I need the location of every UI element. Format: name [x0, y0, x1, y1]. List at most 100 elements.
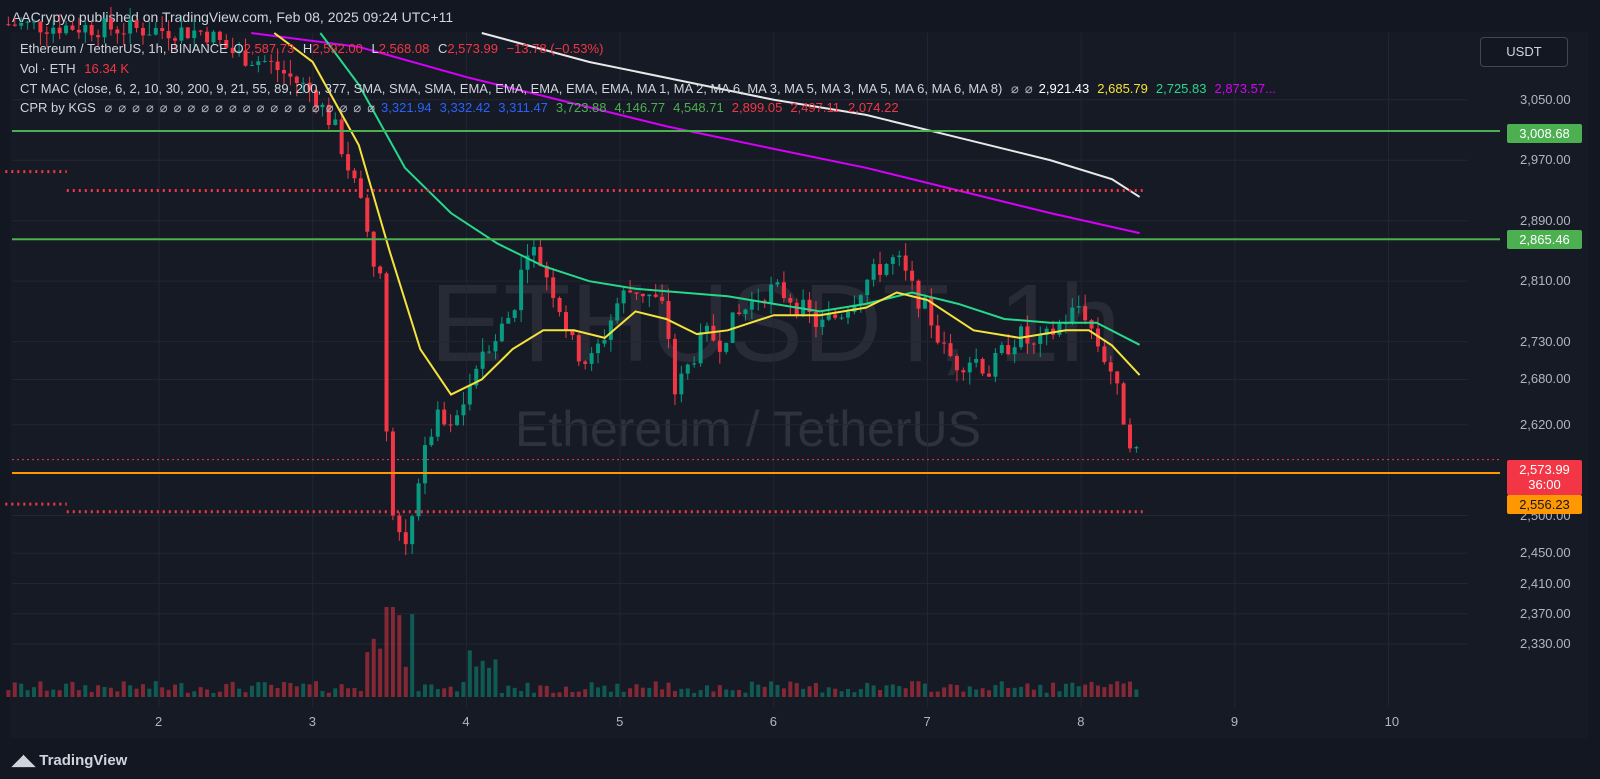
publisher-line: AACrypyo published on TradingView.com, F…	[12, 9, 454, 25]
volume-bar	[217, 691, 222, 697]
candle-body	[57, 27, 62, 34]
candle-body	[692, 363, 697, 365]
high-value: 2,592.00	[312, 41, 363, 56]
cpr-hidden-icon: ⌀	[187, 100, 196, 115]
candle-body	[672, 338, 677, 395]
candle-body	[749, 301, 754, 310]
candle-body	[83, 25, 88, 33]
candle-body	[615, 303, 620, 321]
tv-logo-icon: ◢◣	[12, 752, 40, 769]
time-tick-label: 8	[1077, 714, 1085, 729]
volume-bar	[551, 692, 556, 697]
volume-bar	[320, 690, 325, 697]
volume-bar	[589, 682, 594, 697]
candle-body	[70, 25, 75, 30]
symbol-legend[interactable]: Ethereum / TetherUS, 1h, BINANCE O2,587.…	[20, 41, 608, 56]
volume-bar	[1012, 687, 1017, 697]
candle-body	[807, 299, 812, 313]
volume-bar	[858, 689, 863, 697]
volume-bar	[378, 648, 383, 697]
candle-body	[198, 30, 203, 32]
currency-button[interactable]: USDT	[1480, 37, 1568, 67]
candle-body	[878, 264, 883, 275]
volume-bar	[1108, 684, 1113, 697]
candle-body	[884, 263, 889, 275]
volume-bar	[583, 689, 588, 697]
candle-body	[743, 309, 748, 314]
candle-body	[1095, 328, 1100, 347]
candle-body	[211, 31, 216, 43]
candle-body	[455, 415, 460, 426]
volume-bar	[326, 692, 331, 697]
candle-body	[1134, 447, 1139, 449]
volume-bar	[775, 684, 780, 697]
candle-body	[781, 282, 786, 299]
volume-bar	[839, 691, 844, 697]
volume-bar	[1083, 684, 1088, 697]
volume-bar	[749, 681, 754, 697]
volume-bar	[288, 683, 293, 697]
candle-body	[410, 516, 415, 545]
candle-body	[499, 323, 504, 342]
volume-bar	[570, 692, 575, 697]
cpr-hidden-icon: ⌀	[145, 100, 154, 115]
price-tick-label: 2,970.00	[1520, 152, 1571, 168]
candle-body	[839, 317, 844, 319]
ct-mac-value-1: 2,685.79	[1097, 81, 1148, 96]
bar-countdown: 36:00	[1528, 477, 1561, 492]
candle-body	[775, 282, 780, 285]
volume-bar	[371, 638, 376, 697]
volume-bar	[249, 685, 254, 697]
candle-body	[640, 293, 645, 297]
chart-panel[interactable]	[10, 32, 1588, 738]
candle-body	[153, 28, 158, 35]
resistance-lower-tag: 2,865.46	[1507, 230, 1582, 249]
candle-body	[576, 335, 581, 362]
volume-bar	[160, 687, 165, 697]
candle-body	[333, 119, 338, 126]
candle-body	[6, 24, 11, 26]
candle-body	[121, 33, 126, 35]
candle-body	[531, 247, 536, 256]
candle-body	[634, 292, 639, 294]
volume-bar	[897, 686, 902, 697]
volume-bar	[954, 684, 959, 697]
candle-body	[858, 295, 863, 305]
candle-body	[833, 314, 838, 318]
volume-bar	[1031, 689, 1036, 697]
volume-bar	[737, 689, 742, 697]
header-bar: AACrypyo published on TradingView.com, F…	[0, 0, 1600, 32]
candle-body	[25, 21, 30, 23]
close-value: 2,573.99	[447, 41, 498, 56]
volume-bar	[647, 687, 652, 697]
candle-body	[474, 368, 479, 386]
cpr-hidden-icon: ⌀	[228, 100, 237, 115]
candle-body	[1070, 307, 1075, 324]
volume-bar	[563, 686, 568, 697]
candle-body	[660, 296, 665, 302]
volume-bar	[756, 684, 761, 697]
ct-mac-legend[interactable]: CT MAC (close, 6, 2, 10, 30, 200, 9, 21,…	[20, 81, 1284, 97]
price-tick-label: 2,680.00	[1520, 371, 1571, 387]
cpr-title: CPR by KGS	[20, 100, 96, 115]
volume-bar	[461, 681, 466, 697]
cpr-legend[interactable]: CPR by KGS ⌀ ⌀ ⌀ ⌀ ⌀ ⌀ ⌀ ⌀ ⌀ ⌀ ⌀ ⌀ ⌀ ⌀ ⌀ ⌀ ⌀ ⌀ ⌀ ⌀ 3,321.94 3…	[20, 100, 907, 116]
volume-bar	[974, 689, 979, 697]
resistance-upper-tag: 3,008.68	[1507, 124, 1582, 143]
volume-legend[interactable]: Vol · ETH 16.34 K	[20, 61, 134, 76]
volume-bar	[813, 682, 818, 697]
volume-bar	[916, 681, 921, 697]
time-tick-label: 4	[462, 714, 470, 729]
watermark-symbol: ETHUSDT, 1h	[430, 262, 1121, 385]
volume-bar	[102, 687, 107, 697]
volume-bar	[910, 681, 915, 697]
price-tick-label: 2,330.00	[1520, 636, 1571, 651]
volume-bar	[262, 682, 267, 697]
open-value: 2,587.73	[243, 41, 295, 56]
volume-bar	[1102, 687, 1107, 697]
candle-body	[589, 353, 594, 364]
volume-bar	[205, 689, 210, 697]
candle-body	[679, 373, 684, 395]
volume-bar	[198, 687, 203, 697]
